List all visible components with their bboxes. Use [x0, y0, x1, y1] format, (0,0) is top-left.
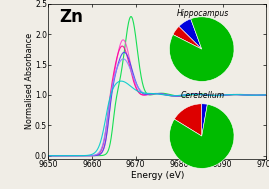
X-axis label: Energy (eV): Energy (eV)	[131, 170, 184, 180]
Wedge shape	[201, 104, 207, 136]
Text: Zn: Zn	[59, 9, 83, 26]
Text: Hippocampus: Hippocampus	[177, 9, 229, 18]
Text: Cerebellum: Cerebellum	[181, 91, 225, 100]
Wedge shape	[169, 104, 234, 168]
Wedge shape	[169, 17, 234, 81]
Y-axis label: Normalised Absorbance: Normalised Absorbance	[24, 33, 34, 129]
Wedge shape	[174, 104, 202, 136]
Wedge shape	[179, 19, 202, 49]
Wedge shape	[173, 26, 202, 49]
